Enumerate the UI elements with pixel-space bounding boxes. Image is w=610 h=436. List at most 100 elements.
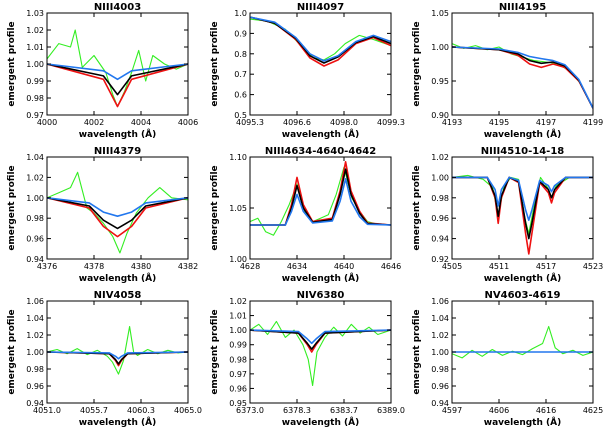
series-line-model-black: [47, 63, 188, 96]
x-tick-label: 4640: [334, 262, 354, 271]
chart-panel: 4051.0 4055.7 4060.3 4065.0 0.94 0.96 0.98 1.00…: [7, 290, 202, 428]
x-axis-label: wavelength (Å): [282, 129, 359, 140]
chart-title: NV4603-4619: [485, 290, 561, 301]
x-tick-label: 4006: [178, 118, 198, 127]
x-tick-label: 4197: [536, 118, 556, 127]
y-tick-label: 0.94: [26, 255, 44, 264]
series-line-model-black: [250, 16, 391, 64]
x-tick-label: 4193: [442, 118, 462, 127]
series-line-model-black: [452, 176, 593, 240]
y-tick-label: 1.02: [26, 331, 44, 340]
y-tick-label: 0.98: [26, 94, 44, 103]
y-axis-label: emergent profile: [210, 309, 220, 394]
y-tick-label: 1.00: [26, 194, 44, 203]
chart-panel: 4505 4511 4517 4523 0.92 0.94 0.96 0.98 1.00 1.02…: [412, 146, 603, 284]
series-line-model-blue: [47, 351, 188, 360]
series-line-model-red: [47, 63, 188, 108]
x-axis-label: wavelength (Å): [79, 273, 156, 284]
y-tick-label: 0.9: [234, 29, 247, 38]
y-tick-label: 1.05: [229, 204, 247, 213]
x-tick-label: 4099.3: [377, 118, 405, 127]
y-tick-label: 0.98: [229, 355, 247, 364]
y-tick-label: 1.06: [26, 297, 44, 306]
y-tick-label: 1.01: [26, 43, 44, 52]
y-tick-label: 1.00: [26, 60, 44, 69]
series-group: [250, 320, 391, 387]
x-tick-label: 4378: [84, 262, 104, 271]
x-tick-label: 4195: [489, 118, 509, 127]
chart-title: NIII4097: [297, 2, 344, 13]
x-tick-label: 4505: [442, 262, 462, 271]
series-line-observed: [452, 325, 593, 359]
x-tick-label: 6383.7: [330, 406, 358, 415]
y-tick-label: 0.90: [431, 111, 449, 120]
x-tick-label: 4060.3: [127, 406, 155, 415]
y-tick-label: 0.8: [234, 50, 247, 59]
chart-panel: 4193 4195 4197 4199 0.90 0.95 1.00 1.05 NIII4195…: [412, 2, 603, 140]
x-tick-label: 4065.0: [174, 406, 202, 415]
y-tick-label: 1.00: [26, 348, 44, 357]
chart-title: NIV4058: [94, 290, 142, 301]
x-tick-label: 4625: [583, 406, 603, 415]
x-tick-label: 4199: [583, 118, 603, 127]
series-group: [452, 325, 593, 359]
y-tick-label: 1.03: [26, 9, 44, 18]
y-tick-label: 1.02: [229, 297, 247, 306]
y-tick-label: 0.96: [431, 382, 449, 391]
chart-title: NIII4379: [94, 146, 141, 157]
y-axis-label: emergent profile: [210, 165, 220, 250]
series-line-model-blue: [452, 46, 593, 109]
x-tick-label: 4002: [84, 118, 104, 127]
x-axis-label: wavelength (Å): [484, 273, 561, 284]
series-line-model-black: [250, 168, 391, 226]
y-tick-label: 1.01: [229, 312, 247, 321]
x-axis-label: wavelength (Å): [484, 129, 561, 140]
x-tick-label: 4051.0: [33, 406, 61, 415]
y-tick-label: 0.94: [26, 399, 44, 408]
x-tick-label: 4096.6: [283, 118, 311, 127]
chart-title: NIII4634-4640-4642: [265, 146, 376, 157]
series-line-model-blue: [250, 178, 391, 226]
y-axis-label: emergent profile: [7, 21, 17, 106]
series-line-model-blue: [47, 63, 188, 81]
y-tick-label: 1.04: [431, 314, 449, 323]
series-line-observed: [47, 171, 188, 254]
y-tick-label: 0.96: [229, 384, 247, 393]
x-tick-label: 4055.7: [80, 406, 108, 415]
series-line-model-red: [47, 197, 188, 238]
y-axis-label: emergent profile: [7, 165, 17, 250]
y-tick-label: 1.02: [26, 26, 44, 35]
y-tick-label: 0.97: [26, 111, 44, 120]
x-tick-label: 4646: [381, 262, 401, 271]
x-tick-label: 4098.0: [330, 118, 358, 127]
y-axis-label: emergent profile: [412, 165, 422, 250]
plot-frame: [249, 300, 392, 404]
y-axis-label: emergent profile: [7, 309, 17, 394]
series-group: [250, 16, 391, 67]
y-tick-label: 1.04: [26, 153, 44, 162]
y-tick-label: 0.98: [431, 194, 449, 203]
series-line-observed: [47, 325, 188, 375]
y-tick-label: 0.99: [229, 341, 247, 350]
plot-frame: [451, 156, 594, 260]
y-tick-label: 0.94: [431, 399, 449, 408]
y-tick-label: 1.10: [229, 153, 247, 162]
x-axis-label: wavelength (Å): [282, 417, 359, 428]
x-tick-label: 6373.0: [236, 406, 264, 415]
y-tick-label: 1.02: [431, 153, 449, 162]
y-tick-label: 1.00: [431, 348, 449, 357]
x-tick-label: 4511: [489, 262, 509, 271]
y-tick-label: 1.00: [229, 326, 247, 335]
y-tick-label: 0.95: [431, 77, 449, 86]
plot-frame: [451, 12, 594, 116]
x-tick-label: 4634: [287, 262, 307, 271]
chart-panel: 4597 4606 4616 4625 0.94 0.96 0.98 1.00 1.02 1.04…: [412, 290, 603, 428]
chart-panel: 4000 4002 4004 4006 0.97 0.98 0.99 1.00 1.01 1.02…: [7, 2, 198, 140]
series-group: [452, 43, 593, 109]
x-axis-label: wavelength (Å): [282, 273, 359, 284]
y-tick-label: 1.0: [234, 9, 247, 18]
y-tick-label: 0.96: [431, 214, 449, 223]
y-tick-label: 0.7: [234, 70, 247, 79]
y-tick-label: 0.96: [26, 382, 44, 391]
